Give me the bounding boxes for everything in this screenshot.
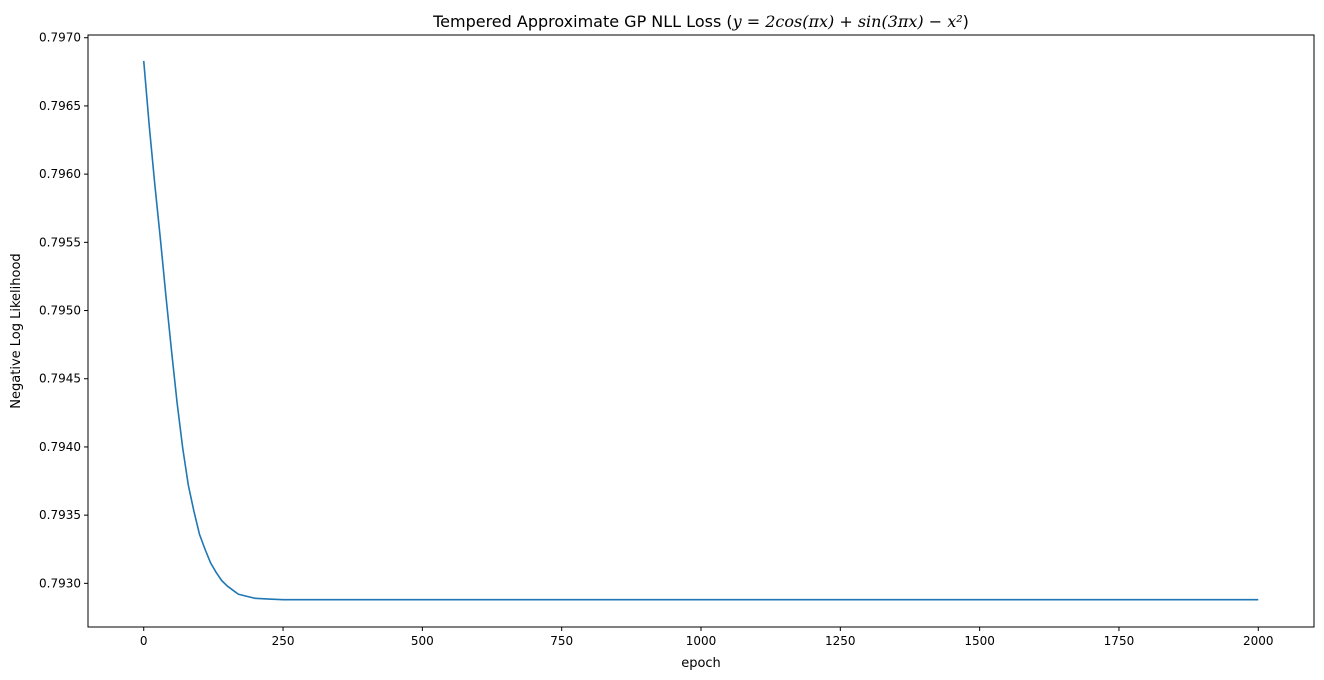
x-axis-ticks: 0 250 500 750 1000 1250 1500 1750 2000 xyxy=(140,627,1274,648)
x-tick-label: 1000 xyxy=(686,634,717,648)
series-layer xyxy=(142,60,1259,601)
y-tick-label: 0.7960 xyxy=(39,167,81,181)
chart-title-suffix: ) xyxy=(963,12,969,31)
y-axis-label: Negative Log Likelihood xyxy=(9,253,24,408)
chart-title-prefix: Tempered Approximate GP NLL Loss ( xyxy=(432,12,733,31)
y-tick-label: 0.7950 xyxy=(39,304,81,318)
y-tick-label: 0.7935 xyxy=(39,508,81,522)
y-tick-label: 0.7965 xyxy=(39,99,81,113)
y-tick-label: 0.7940 xyxy=(39,440,81,454)
chart-title-math: y = 2cos(πx) + sin(3πx) − x² xyxy=(732,12,963,31)
y-tick-label: 0.7945 xyxy=(39,372,81,386)
x-tick-label: 1750 xyxy=(1104,634,1135,648)
x-tick-label: 1250 xyxy=(825,634,856,648)
x-tick-label: 500 xyxy=(411,634,434,648)
x-tick-label: 2000 xyxy=(1243,634,1274,648)
x-tick-label: 1500 xyxy=(964,634,995,648)
plot-frame xyxy=(88,35,1314,627)
y-tick-label: 0.7930 xyxy=(39,576,81,590)
x-tick-label: 0 xyxy=(140,634,148,648)
plot-border xyxy=(87,34,1315,628)
y-axis-ticks: 0.7930 0.7935 0.7940 0.7945 0.7950 0.7955 0.79… xyxy=(39,31,88,590)
plot-background xyxy=(88,35,1314,627)
y-tick-label: 0.7955 xyxy=(39,235,81,249)
x-axis-label: epoch xyxy=(681,656,721,671)
series-line-0 xyxy=(142,60,1259,601)
x-tick-label: 750 xyxy=(550,634,573,648)
y-tick-label: 0.7970 xyxy=(39,31,81,45)
x-tick-label: 250 xyxy=(272,634,295,648)
chart-title: Tempered Approximate GP NLL Loss (y = 2c… xyxy=(432,12,969,31)
